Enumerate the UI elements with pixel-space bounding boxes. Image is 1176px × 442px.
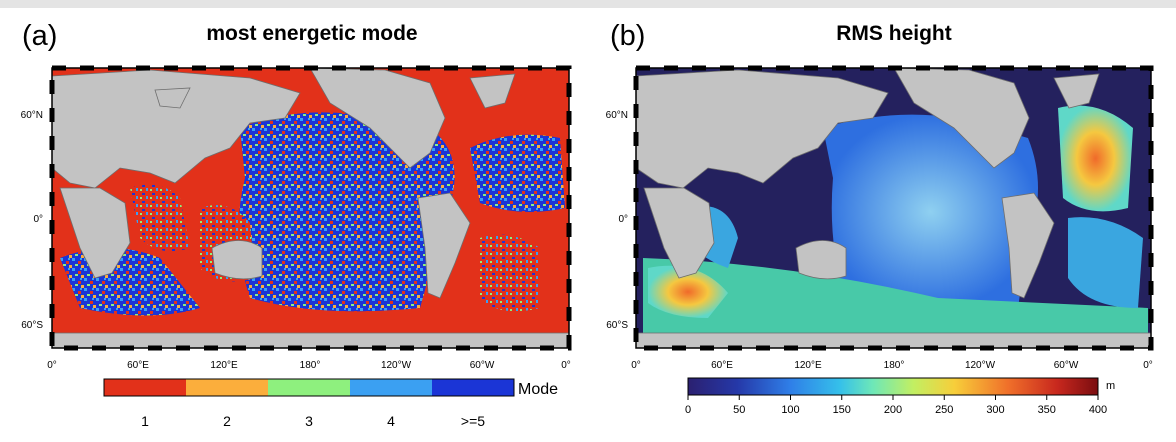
lon-label: 120°W [965, 360, 996, 371]
colorbar-border [103, 378, 515, 397]
lat-label-60s: 60°S [606, 320, 628, 331]
colorbar-tick-label: 1 [141, 413, 149, 429]
panel-a-map [52, 68, 569, 348]
colorbar-tick-label: 0 [685, 404, 691, 416]
lon-label: 120°W [381, 360, 412, 371]
lon-label: 180° [300, 360, 321, 371]
lon-label: 0° [47, 360, 57, 371]
panel-b: (b) RMS height [588, 8, 1176, 442]
panel-b-figure: 60°N 0° 60°S 0° 60°E 120°E 180° 120°W 60… [606, 65, 1154, 416]
colorbar-swatch [350, 379, 432, 396]
panel-b-letter: (b) [610, 20, 646, 52]
lon-label: 60°E [127, 360, 149, 371]
colorbar-tick-label: 4 [387, 413, 395, 429]
colorbar-tick-label: 50 [733, 404, 745, 416]
colorbar-tick-label: 200 [884, 404, 902, 416]
panel-a-colorbar [103, 378, 515, 397]
panel-b-colorbar [687, 377, 1099, 396]
lon-label: 120°E [794, 360, 822, 371]
lon-label: 60°W [1054, 360, 1079, 371]
colorbar-unit: m [1106, 380, 1115, 392]
lat-label-60s: 60°S [21, 320, 43, 331]
lon-label: 120°E [210, 360, 238, 371]
window-top-bar [0, 0, 1176, 8]
lon-label: 60°E [711, 360, 733, 371]
colorbar-tick-label: 250 [935, 404, 953, 416]
lon-label: 0° [631, 360, 641, 371]
colorbar-swatch [104, 379, 186, 396]
colorbar-tick-label: >=5 [461, 413, 485, 429]
panel-a-figure: 60°N 0° 60°S 0° 60°E 120°E 180° 120°W 60… [21, 65, 572, 429]
colorbar-tick-label: 100 [781, 404, 799, 416]
lat-label-60n: 60°N [21, 110, 43, 121]
panel-a-letter: (a) [22, 20, 58, 52]
colorbar-tick-label: 400 [1089, 404, 1107, 416]
colorbar-tick-label: 350 [1038, 404, 1056, 416]
lon-label: 0° [561, 360, 571, 371]
lon-label: 60°W [470, 360, 495, 371]
lon-label: 180° [884, 360, 905, 371]
colorbar-swatch [432, 379, 514, 396]
colorbar-label-mode: Mode [518, 381, 558, 398]
panel-b-map [636, 68, 1151, 348]
colorbar-tick-label: 150 [833, 404, 851, 416]
lon-labels-b: 0° 60°E 120°E 180° 120°W 60°W 0° [631, 360, 1153, 371]
panel-b-colorbar-ticks: 0 50 100 150 200 250 300 350 400 [685, 395, 1107, 416]
colorbar-swatch [268, 379, 350, 396]
lon-labels-a: 0° 60°E 120°E 180° 120°W 60°W 0° [47, 360, 571, 371]
lon-label: 0° [1143, 360, 1153, 371]
panel-a-colorbar-ticks: 1 2 3 4 >=5 [141, 413, 485, 429]
panel-b-title: RMS height [836, 22, 952, 45]
lat-label-0: 0° [618, 214, 628, 225]
colorbar-swatch [186, 379, 268, 396]
lat-label-0: 0° [33, 214, 43, 225]
colorbar-tick-label: 2 [223, 413, 231, 429]
colorbar-tick-label: 300 [986, 404, 1004, 416]
panel-a: (a) most energetic mode [0, 8, 588, 442]
lat-label-60n: 60°N [606, 110, 628, 121]
colorbar-tick-label: 3 [305, 413, 313, 429]
panel-a-title: most energetic mode [206, 22, 418, 45]
